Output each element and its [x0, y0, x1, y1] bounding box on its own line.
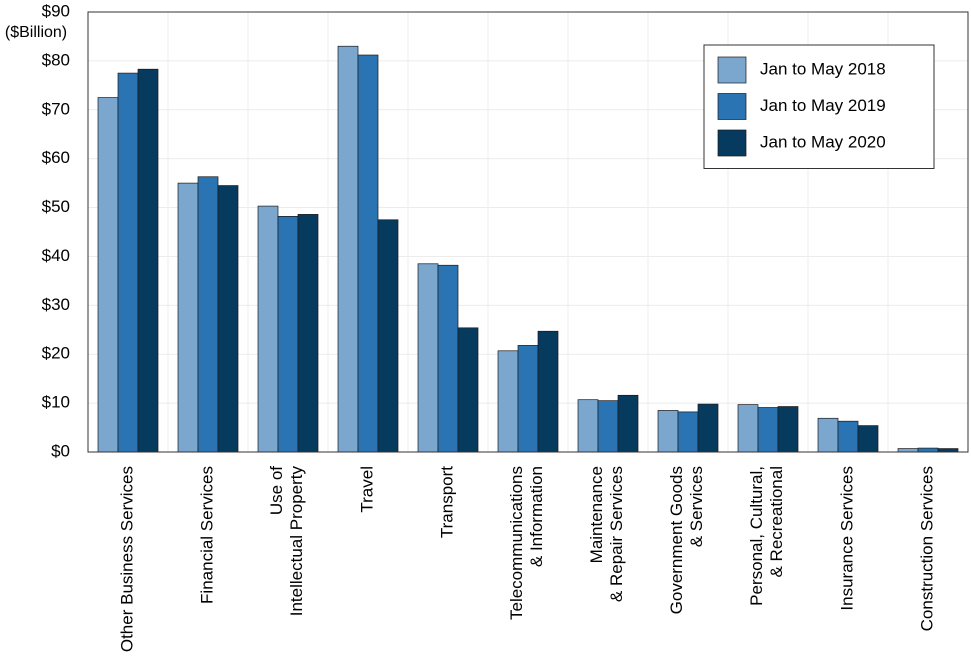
- x-tick-label: Other Business Services: [117, 466, 136, 652]
- bar: [417, 263, 439, 453]
- bar: [577, 399, 599, 453]
- bar: [457, 327, 479, 453]
- bar: [197, 176, 219, 453]
- legend-label: Jan to May 2018: [760, 59, 886, 78]
- bar: [277, 216, 299, 453]
- legend-swatch: [717, 129, 747, 157]
- bar: [857, 425, 879, 453]
- bar: [97, 97, 119, 453]
- y-tick-label: $70: [42, 99, 70, 118]
- legend-label: Jan to May 2019: [760, 96, 886, 115]
- x-tick-label: Government Goods& Services: [668, 466, 707, 614]
- bar: [537, 330, 559, 453]
- x-tick-label: Use ofIntellectual Property: [268, 466, 307, 617]
- y-tick-label: $20: [42, 344, 70, 363]
- x-tick-label: Financial Services: [197, 466, 216, 604]
- legend-swatch: [717, 93, 747, 120]
- bar: [777, 406, 799, 453]
- bar: [917, 447, 939, 453]
- bar: [377, 219, 399, 453]
- x-tick-label: Travel: [357, 466, 376, 513]
- x-tick-label: Telecommunications& Information: [508, 466, 547, 620]
- y-tick-label: $10: [42, 393, 70, 412]
- y-tick-label: $0: [51, 441, 70, 460]
- y-tick-label: $50: [42, 197, 70, 216]
- bar: [677, 411, 699, 453]
- bar: [337, 45, 359, 453]
- y-tick-label: $90: [42, 1, 70, 20]
- bar: [517, 345, 539, 453]
- y-tick-label: $40: [42, 246, 70, 265]
- bar: [837, 420, 859, 453]
- bar: [937, 448, 959, 453]
- bar: [297, 214, 319, 453]
- bar: [757, 407, 779, 453]
- x-tick-label: Transport: [437, 466, 456, 538]
- bar: [437, 264, 459, 453]
- y-tick-label: $80: [42, 50, 70, 69]
- x-tick-label: Maintenance& Repair Services: [588, 466, 627, 602]
- bar: [597, 400, 619, 453]
- plot-frame: [87, 11, 969, 453]
- bar: [497, 350, 519, 453]
- y-tick-label: $60: [42, 148, 70, 167]
- bar: [617, 394, 639, 453]
- bar: [357, 54, 379, 453]
- x-tick-label: Insurance Services: [837, 466, 856, 611]
- x-tick-label: Personal, Cultural,& Recreational: [748, 466, 787, 606]
- x-tick-label: Construction Services: [917, 466, 936, 631]
- bar: [657, 410, 679, 453]
- bar: [257, 205, 279, 453]
- bar: [897, 448, 919, 453]
- y-tick-label: $30: [42, 295, 70, 314]
- legend-label: Jan to May 2020: [760, 132, 886, 151]
- bar: [177, 182, 199, 453]
- bar: [137, 68, 159, 453]
- bar: [117, 72, 139, 453]
- bar: [697, 403, 719, 453]
- bar: [817, 417, 839, 453]
- legend-swatch: [717, 56, 747, 84]
- bar: [217, 185, 239, 453]
- y-axis-label: ($Billion): [5, 24, 67, 41]
- bar: [737, 404, 759, 453]
